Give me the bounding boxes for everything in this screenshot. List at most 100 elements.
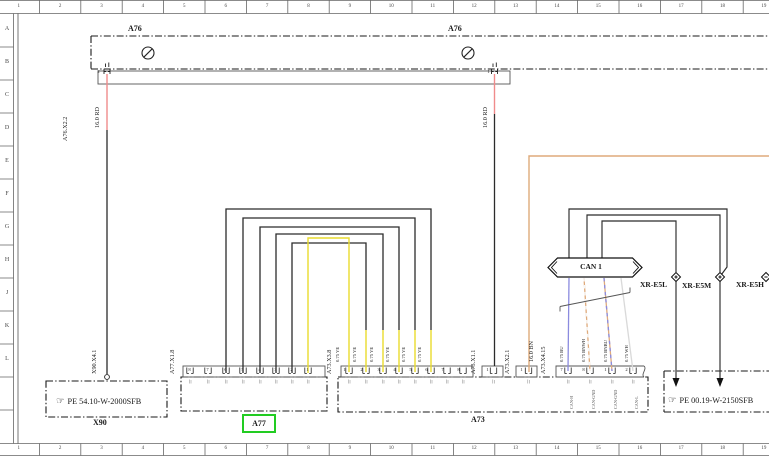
a73-x2-rail bbox=[515, 365, 538, 378]
a73-x3-label: A73.X3.8 bbox=[326, 349, 333, 374]
wire-label-red-left: 16.0 RD bbox=[94, 107, 101, 128]
wire-can-to-e5m-outer bbox=[568, 208, 728, 275]
splice-e5m-icon bbox=[714, 271, 726, 283]
pe-right-box bbox=[663, 370, 769, 413]
ruler-number-top: 14 bbox=[554, 3, 560, 9]
a73-x3-pin-number: 4 bbox=[393, 367, 396, 372]
splice-e5l-icon bbox=[670, 271, 682, 283]
a73-x4-pin-number: 8 bbox=[582, 367, 585, 372]
a73-x3-pin-number: 7 bbox=[441, 367, 444, 372]
ruler-number-top: 2 bbox=[58, 3, 62, 9]
ruler-number-top: 3 bbox=[100, 3, 103, 9]
a73-x3-pin-number: 1 bbox=[343, 367, 346, 372]
wire-label-can: 0.75 BU bbox=[559, 346, 564, 362]
ruler-number-bottom: 9 bbox=[348, 446, 352, 451]
a77-connector-label: A77.X1.8 bbox=[169, 349, 176, 374]
splice-e5h-icon bbox=[760, 271, 769, 283]
a76-box bbox=[90, 35, 769, 70]
a76-pin-right: 1 bbox=[487, 69, 490, 74]
a73-x3-pin-number: 5 bbox=[409, 367, 412, 372]
a77-pin-number: 1 bbox=[306, 367, 309, 372]
ruler-number-top: 1 bbox=[17, 3, 20, 9]
pointing-hand-icon: ☞ bbox=[56, 397, 65, 407]
wire-a77p4-a73p4 bbox=[259, 226, 400, 373]
can-bus-label[interactable]: CAN 1 bbox=[580, 262, 602, 271]
x90-box bbox=[45, 380, 168, 418]
a77-pin-number: 6 bbox=[224, 367, 227, 372]
ruler-number-bottom: 11 bbox=[430, 446, 436, 451]
wire-label-red-right: 16.0 RD bbox=[482, 107, 489, 128]
ruler-number-bottom: 4 bbox=[141, 446, 145, 451]
arrowhead-e5l bbox=[672, 378, 680, 387]
a76-connector-label: A76.X2.2 bbox=[62, 116, 69, 141]
x90-label[interactable]: X90 bbox=[93, 418, 107, 427]
a77-label-highlighted[interactable]: A77 bbox=[242, 414, 276, 433]
a76-pin-left: 2 bbox=[97, 69, 100, 74]
ruler-number-top: 16 bbox=[637, 3, 643, 9]
wire-label-yellow: 0.75 YE bbox=[335, 346, 340, 362]
ruler-number-bottom: 8 bbox=[307, 446, 310, 451]
wire-can-bnwh-stripe bbox=[583, 277, 591, 372]
x90-doc-ref[interactable]: ☞ PE 54.10-W-2000SFB bbox=[56, 397, 142, 407]
wire-label-can: 0.75 WH bbox=[624, 345, 629, 362]
wire-can-to-e5l bbox=[601, 220, 677, 272]
row-letter: E bbox=[5, 158, 9, 164]
a73-x2-pin: 1 bbox=[520, 367, 523, 372]
a73-x2-label: A73.X2.1 bbox=[504, 349, 511, 374]
ruler-number-top: 15 bbox=[595, 3, 601, 9]
a73-x4-pin-number: 7 bbox=[560, 367, 563, 372]
ruler-number-bottom: 6 bbox=[224, 446, 227, 451]
ruler-number-top: 4 bbox=[141, 3, 145, 9]
wire-label-can: 0.75 BNBU bbox=[603, 340, 608, 362]
wire-label-can: 0.75 BNWH bbox=[581, 338, 586, 362]
ruler-number-bottom: 17 bbox=[678, 446, 684, 451]
row-letter: A bbox=[4, 26, 10, 32]
junction-label-e5m[interactable]: XR-E5M bbox=[682, 281, 712, 290]
pe-right-doc-ref[interactable]: ☞ PE 00.19-W-2150SFB bbox=[668, 396, 754, 406]
a73-x4-rail bbox=[555, 365, 646, 378]
a73-x3-pin-number: 2 bbox=[360, 367, 363, 372]
ruler-number-bottom: 2 bbox=[58, 446, 62, 451]
junction-label-e5h[interactable]: XR-E5H bbox=[736, 280, 764, 289]
a76-x2-rail bbox=[97, 70, 511, 85]
row-letter: F bbox=[5, 191, 9, 197]
junction-label-e5l[interactable]: XR-E5L bbox=[640, 280, 668, 289]
wire-label-yellow: 0.75 YE bbox=[401, 346, 406, 362]
ruler-number-top: 17 bbox=[678, 3, 684, 9]
ruler-number-top: 19 bbox=[761, 3, 767, 9]
row-letter: H bbox=[4, 257, 10, 263]
wire-yellow-loop bbox=[307, 237, 350, 373]
ruler-number-bottom: 5 bbox=[183, 446, 186, 451]
a73-label[interactable]: A73 bbox=[471, 415, 485, 424]
a77-pin-number: 8 bbox=[188, 367, 191, 372]
ruler-number-top: 9 bbox=[348, 3, 352, 9]
twisted-pair-symbol bbox=[559, 287, 631, 312]
can-bus-banner bbox=[547, 257, 643, 278]
can-signal-label: CAN-H bbox=[569, 395, 574, 409]
wire-a77p2-a73p2 bbox=[291, 242, 367, 373]
a77-pin-number: 7 bbox=[206, 367, 209, 372]
a73-x3-pin-number: 3 bbox=[377, 367, 380, 372]
a76-label-2[interactable]: A76 bbox=[448, 24, 462, 33]
a73-x1-rail bbox=[481, 365, 504, 378]
wire-label-yellow: 0.75 YE bbox=[417, 346, 422, 362]
ruler-number-top: 13 bbox=[513, 3, 518, 9]
ruler-number-bottom: 12 bbox=[471, 446, 477, 451]
wire-label-brown: 16.0 BN bbox=[528, 341, 535, 362]
wire-label-yellow: 0.75 YE bbox=[385, 346, 390, 362]
a77-pin-number: 5 bbox=[241, 367, 244, 372]
row-letter: K bbox=[4, 323, 10, 329]
pin-micro-ticks bbox=[189, 379, 635, 384]
bolt-point-icon bbox=[141, 46, 475, 60]
wire-yellow-tails bbox=[365, 330, 432, 372]
ruler-number-bottom: 10 bbox=[388, 446, 394, 451]
a77-pin-number: 4 bbox=[258, 367, 261, 372]
a77-box bbox=[180, 376, 328, 412]
a77-pin-number: 2 bbox=[290, 367, 293, 372]
a73-x1-pin: 1 bbox=[486, 367, 489, 372]
a77-pin-number: 3 bbox=[274, 367, 277, 372]
a76-label-1[interactable]: A76 bbox=[128, 24, 142, 33]
wire-can-bu bbox=[567, 277, 570, 372]
